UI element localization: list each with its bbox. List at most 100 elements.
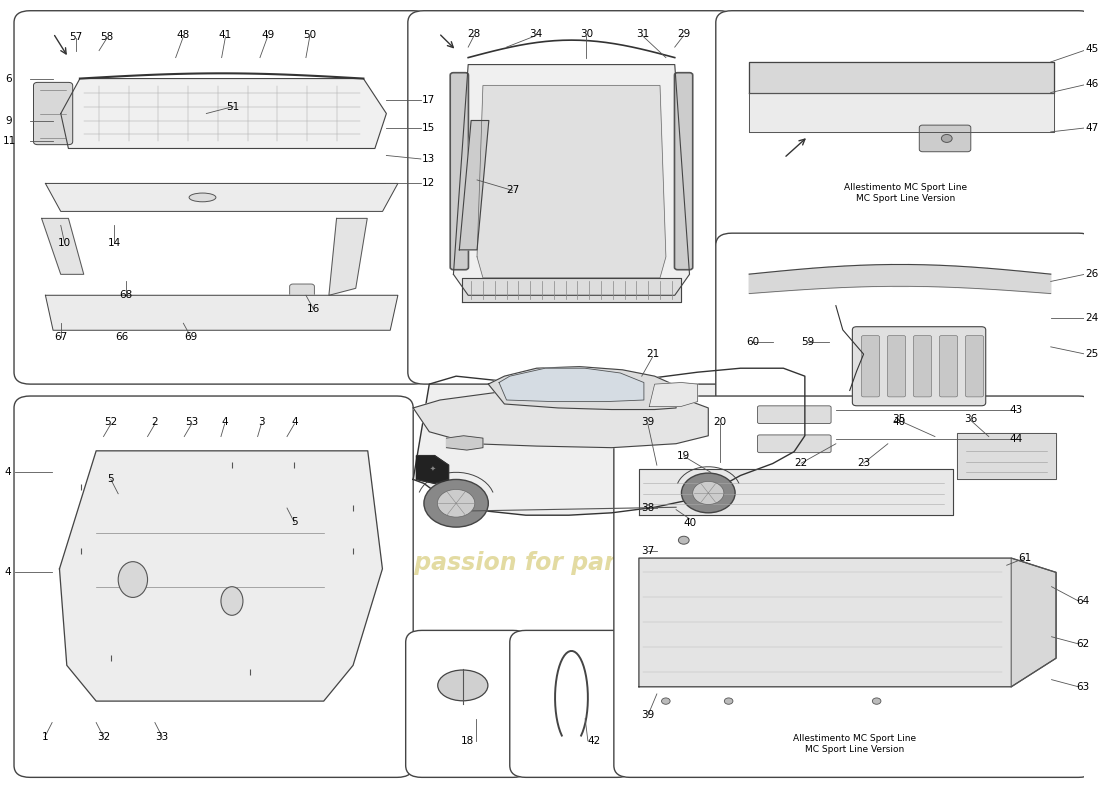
Text: 66: 66 — [116, 332, 129, 342]
Polygon shape — [924, 265, 939, 287]
Ellipse shape — [221, 586, 243, 615]
Text: 9: 9 — [6, 115, 12, 126]
Text: 18: 18 — [461, 736, 474, 746]
Text: parts: parts — [679, 391, 975, 488]
Polygon shape — [957, 433, 1056, 479]
Text: 37: 37 — [641, 546, 654, 556]
Circle shape — [872, 698, 881, 704]
Polygon shape — [477, 86, 666, 278]
Text: 67: 67 — [54, 332, 67, 342]
Text: 1: 1 — [42, 732, 48, 742]
Text: 39: 39 — [641, 418, 654, 427]
FancyBboxPatch shape — [450, 73, 469, 270]
Text: 58: 58 — [100, 32, 113, 42]
Polygon shape — [749, 93, 1054, 132]
Text: 5: 5 — [292, 518, 298, 527]
Text: 4: 4 — [4, 567, 11, 578]
Polygon shape — [453, 65, 690, 295]
Polygon shape — [749, 273, 766, 294]
Text: 20: 20 — [713, 418, 726, 427]
FancyBboxPatch shape — [888, 335, 905, 397]
Text: 15: 15 — [422, 122, 436, 133]
FancyBboxPatch shape — [861, 335, 880, 397]
Text: 32: 32 — [97, 732, 110, 742]
Polygon shape — [45, 183, 398, 211]
Text: 50: 50 — [304, 30, 317, 40]
Polygon shape — [749, 62, 1054, 93]
Polygon shape — [1035, 273, 1050, 294]
Text: 62: 62 — [1076, 639, 1090, 649]
FancyBboxPatch shape — [614, 396, 1094, 778]
Polygon shape — [639, 558, 1056, 686]
Text: 57: 57 — [69, 32, 82, 42]
Circle shape — [424, 479, 488, 527]
FancyBboxPatch shape — [852, 326, 986, 406]
Polygon shape — [828, 266, 845, 288]
Text: 14: 14 — [108, 238, 121, 248]
Text: 44: 44 — [1010, 434, 1023, 444]
FancyBboxPatch shape — [406, 630, 529, 778]
Text: 29: 29 — [676, 29, 690, 39]
Text: 24: 24 — [1086, 313, 1099, 322]
Text: 19: 19 — [678, 451, 691, 462]
Text: 21: 21 — [646, 349, 659, 359]
Polygon shape — [499, 368, 644, 402]
Polygon shape — [1011, 558, 1056, 686]
FancyBboxPatch shape — [913, 335, 932, 397]
Text: ✦: ✦ — [430, 466, 436, 472]
Text: 12: 12 — [422, 178, 436, 189]
Circle shape — [942, 134, 953, 142]
Polygon shape — [414, 368, 805, 515]
Text: 13: 13 — [422, 154, 436, 164]
Text: 2: 2 — [152, 418, 158, 427]
Text: 33: 33 — [155, 732, 169, 742]
Polygon shape — [462, 278, 681, 302]
Text: 30: 30 — [580, 29, 593, 39]
Text: 38: 38 — [641, 503, 654, 513]
Circle shape — [682, 473, 735, 513]
FancyBboxPatch shape — [716, 233, 1094, 499]
Ellipse shape — [438, 670, 488, 701]
Polygon shape — [877, 265, 892, 286]
FancyBboxPatch shape — [758, 406, 832, 423]
Polygon shape — [42, 218, 84, 274]
Polygon shape — [45, 295, 398, 330]
Text: 27: 27 — [506, 186, 519, 195]
Text: 49: 49 — [261, 30, 274, 40]
FancyBboxPatch shape — [14, 10, 429, 384]
FancyBboxPatch shape — [408, 10, 735, 384]
Ellipse shape — [118, 562, 147, 598]
Text: 40: 40 — [892, 418, 905, 427]
Circle shape — [438, 490, 475, 517]
Text: Allestimento MC Sport Line
MC Sport Line Version: Allestimento MC Sport Line MC Sport Line… — [793, 734, 916, 754]
Text: 60: 60 — [746, 337, 759, 347]
FancyBboxPatch shape — [14, 396, 414, 778]
Text: 3: 3 — [258, 418, 265, 427]
Text: a passion for parts.com: a passion for parts.com — [389, 551, 705, 575]
FancyBboxPatch shape — [966, 335, 983, 397]
FancyBboxPatch shape — [33, 82, 73, 145]
Polygon shape — [956, 266, 971, 288]
Text: 31: 31 — [636, 29, 649, 39]
Text: 68: 68 — [119, 290, 132, 300]
FancyBboxPatch shape — [509, 630, 634, 778]
Polygon shape — [796, 268, 813, 290]
Text: 61: 61 — [1018, 553, 1032, 563]
Text: 16: 16 — [307, 304, 320, 314]
FancyBboxPatch shape — [289, 284, 315, 317]
Text: 4: 4 — [4, 467, 11, 478]
Polygon shape — [939, 266, 956, 287]
Text: 23: 23 — [857, 458, 870, 468]
Polygon shape — [60, 78, 386, 149]
Text: 26: 26 — [1086, 269, 1099, 279]
Polygon shape — [988, 268, 1003, 290]
Polygon shape — [414, 390, 708, 448]
Polygon shape — [1003, 270, 1019, 291]
Text: 4: 4 — [221, 418, 228, 427]
Text: 5: 5 — [108, 474, 114, 485]
Polygon shape — [908, 265, 924, 286]
Text: 63: 63 — [1076, 682, 1090, 692]
FancyBboxPatch shape — [716, 10, 1094, 253]
Text: 59: 59 — [802, 337, 815, 347]
Polygon shape — [766, 271, 781, 292]
